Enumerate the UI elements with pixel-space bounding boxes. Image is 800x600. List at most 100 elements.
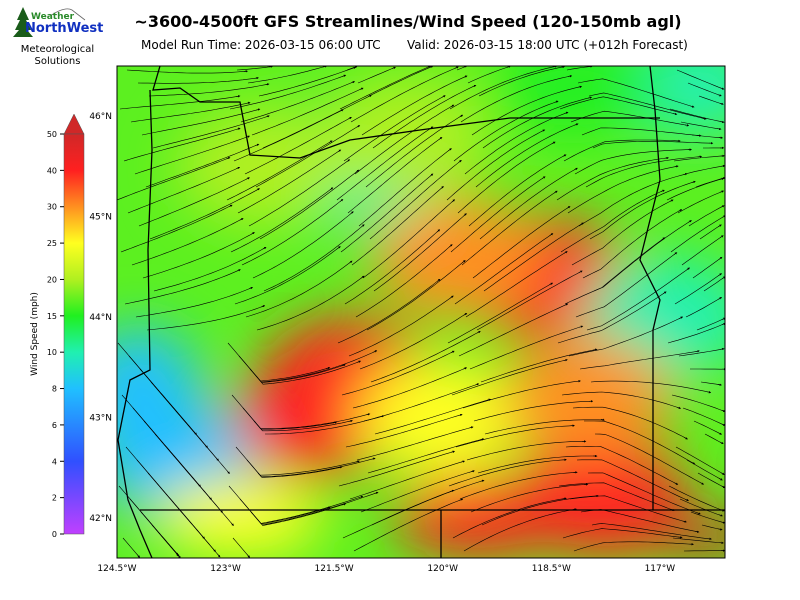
streamline: [340, 174, 433, 253]
streamline-arrow: [685, 498, 690, 502]
streamline-arrow: [436, 278, 441, 282]
streamline-arrow: [700, 482, 705, 485]
streamline-arrow: [265, 83, 270, 86]
map-frame: [116, 65, 726, 559]
streamline: [149, 188, 260, 240]
wind-speed-region: [502, 337, 673, 458]
streamline-arrow: [720, 472, 725, 475]
wind-speed-region: [321, 76, 492, 197]
streamline: [249, 361, 361, 385]
streamline: [454, 233, 553, 305]
streamline: [681, 235, 723, 266]
mountain-icon: [49, 8, 86, 21]
streamline-arrow: [463, 367, 468, 370]
streamline: [575, 252, 677, 318]
streamline: [353, 499, 463, 552]
streamline-arrow: [721, 485, 725, 488]
streamline-arrow: [391, 66, 396, 70]
streamline: [582, 209, 682, 279]
streamline-arrow: [696, 512, 701, 515]
streamline: [127, 167, 240, 214]
streamline: [693, 420, 722, 435]
streamline: [696, 318, 725, 331]
streamline: [671, 394, 725, 412]
streamline-arrow: [721, 521, 725, 524]
streamline: [117, 157, 230, 201]
coastline: [117, 89, 153, 558]
streamline-arrow: [459, 114, 464, 118]
streamline-arrow: [249, 286, 254, 290]
streamline: [578, 173, 687, 227]
streamline: [458, 303, 568, 357]
streamline: [476, 270, 582, 331]
streamline-arrow: [462, 259, 466, 263]
streamline-arrow: [451, 199, 456, 203]
streamline-arrow: [695, 350, 700, 353]
streamline: [484, 419, 604, 435]
streamline-arrow: [329, 187, 334, 191]
streamline: [352, 367, 467, 409]
streamline: [126, 69, 247, 74]
streamline: [131, 218, 243, 266]
streamline: [697, 472, 725, 488]
streamline: [455, 425, 574, 448]
streamline: [134, 136, 250, 175]
streamline: [150, 381, 230, 474]
streamline-arrow: [718, 528, 723, 531]
streamline-arrow: [691, 180, 696, 184]
model-run-time: Model Run Time: 2026-03-15 06:00 UTC: [141, 38, 381, 52]
x-tick-label: 124.5°W: [97, 564, 136, 574]
streamline: [252, 211, 353, 279]
streamline-arrow: [348, 116, 352, 120]
streamline-arrow: [337, 246, 341, 249]
streamline: [701, 524, 722, 530]
streamline: [230, 187, 333, 253]
streamline-arrow: [662, 291, 667, 295]
streamline: [703, 276, 725, 292]
streamline: [579, 350, 699, 370]
streamline-arrow: [436, 229, 441, 233]
streamline: [368, 66, 433, 97]
streamline: [446, 129, 545, 201]
streamline-arrow: [564, 303, 569, 306]
streamline-arrow: [506, 66, 511, 68]
logo-northwest: NorthWest: [25, 21, 103, 36]
streamline-arrow: [359, 87, 364, 90]
streamline-arrow: [332, 421, 338, 424]
streamline-arrow: [348, 260, 353, 264]
colorbar-tick-label: 40: [47, 166, 57, 175]
streamline: [480, 349, 597, 383]
streamline: [481, 495, 598, 526]
streamline-arrow: [566, 206, 571, 209]
streamline: [348, 296, 453, 357]
streamline: [232, 537, 250, 558]
streamline: [351, 186, 444, 266]
streamline-arrow: [578, 270, 583, 273]
streamline-arrow: [718, 297, 723, 300]
streamline-arrow: [228, 204, 233, 208]
streamline: [258, 67, 355, 97]
streamline-arrow: [247, 554, 251, 558]
streamline-arrow: [721, 322, 725, 326]
streamline-arrow: [472, 84, 477, 88]
y-tick-label: 45°N: [89, 213, 112, 223]
tree-icon: [13, 7, 33, 37]
streamline-arrow: [328, 140, 333, 143]
streamline-arrow: [722, 276, 725, 279]
streamline-arrow: [373, 350, 378, 353]
streamline: [354, 105, 454, 175]
streamline: [342, 490, 454, 539]
streamline-arrow: [686, 267, 691, 271]
streamline-arrow: [236, 166, 241, 170]
streamline: [680, 121, 721, 130]
streamline: [372, 85, 476, 149]
streamline-arrow: [721, 423, 725, 426]
streamline-arrow: [371, 457, 376, 460]
streamline: [247, 66, 327, 84]
streamline: [142, 232, 255, 279]
streamline: [668, 485, 724, 512]
streamline-arrow: [339, 198, 344, 202]
streamline-arrow: [721, 409, 725, 412]
streamline-arrow: [236, 269, 241, 272]
streamline: [229, 75, 346, 110]
